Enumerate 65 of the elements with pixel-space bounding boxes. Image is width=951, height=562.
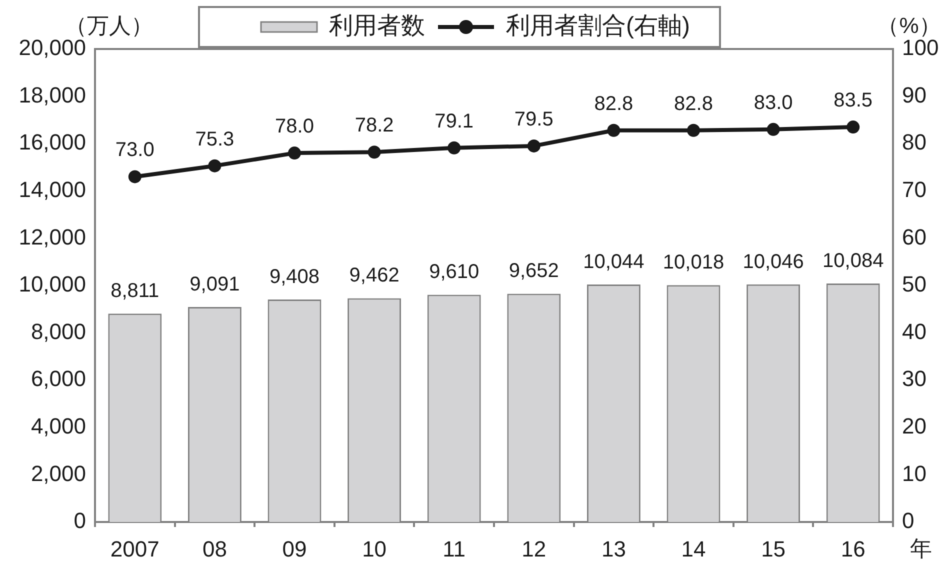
data-label: 9,652 xyxy=(508,260,559,282)
point xyxy=(766,122,780,136)
point xyxy=(448,141,461,154)
y2-tick-label: 60 xyxy=(902,224,926,250)
data-label: 83.0 xyxy=(754,92,793,114)
y-tick-label: 4,000 xyxy=(30,413,86,438)
data-label: 79.1 xyxy=(434,110,474,132)
legend-label: 利用者割合(右軸) xyxy=(506,12,690,40)
point xyxy=(527,139,540,152)
x-axis-title: 年 xyxy=(910,536,932,562)
legend-label: 利用者数 xyxy=(329,12,426,40)
y2-tick-label: 40 xyxy=(902,318,926,344)
x-tick-label: 13 xyxy=(601,536,626,562)
x-tick-label: 15 xyxy=(761,536,786,562)
data-label: 10,044 xyxy=(583,250,644,273)
y-tick-label: 0 xyxy=(74,508,86,534)
y-tick-label: 18,000 xyxy=(18,82,86,108)
data-label: 83.5 xyxy=(834,90,873,112)
data-label: 73.0 xyxy=(115,139,154,162)
x-tick-label: 12 xyxy=(522,536,546,562)
y2-tick-label: 50 xyxy=(902,272,926,297)
x-tick-label: 09 xyxy=(282,536,307,562)
data-label: 9,462 xyxy=(349,264,400,287)
y-tick-label: 6,000 xyxy=(30,366,86,392)
y-tick-label: 16,000 xyxy=(18,130,86,155)
y2-tick-label: 20 xyxy=(902,413,926,438)
point xyxy=(128,170,142,184)
data-label: 10,046 xyxy=(742,250,804,273)
data-label: 78.2 xyxy=(354,114,394,137)
y-tick-label: 14,000 xyxy=(18,176,86,202)
data-label: 9,610 xyxy=(429,261,480,284)
x-tick-label: 2007 xyxy=(110,536,160,562)
data-label: 9,091 xyxy=(190,274,240,296)
y2-tick-label: 90 xyxy=(902,82,926,108)
data-label: 79.5 xyxy=(514,108,554,130)
y2-tick-label: 10 xyxy=(902,460,926,486)
point xyxy=(607,124,620,137)
y2-tick-label: 0 xyxy=(902,508,914,534)
data-label: 82.8 xyxy=(594,92,634,115)
data-label: 78.0 xyxy=(275,116,314,138)
y2-tick-label: 70 xyxy=(902,176,926,202)
data-label: 82.8 xyxy=(674,92,713,115)
data-label: 9,408 xyxy=(269,266,320,288)
x-tick-label: 16 xyxy=(840,536,866,562)
y-tick-label: 8,000 xyxy=(30,318,86,344)
point xyxy=(687,124,700,137)
y2-axis-title: （%） xyxy=(877,13,941,38)
data-label: 8,811 xyxy=(110,280,160,302)
y-axis-title: （万人） xyxy=(65,13,153,38)
x-tick-label: 14 xyxy=(681,536,706,562)
point xyxy=(368,146,381,159)
x-tick-label: 08 xyxy=(202,536,227,562)
y-tick-label: 2,000 xyxy=(30,460,86,486)
x-tick-label: 10 xyxy=(362,536,387,562)
point xyxy=(846,120,860,134)
y2-tick-label: 30 xyxy=(902,366,926,392)
x-tick-label: 11 xyxy=(442,536,466,562)
point xyxy=(208,159,222,172)
data-label: 10,018 xyxy=(662,252,724,274)
point xyxy=(288,146,301,160)
y2-tick-label: 80 xyxy=(902,130,926,155)
y-tick-label: 10,000 xyxy=(18,272,86,297)
data-label: 10,084 xyxy=(822,250,884,272)
data-label: 75.3 xyxy=(195,128,234,150)
y-tick-label: 12,000 xyxy=(18,224,86,250)
